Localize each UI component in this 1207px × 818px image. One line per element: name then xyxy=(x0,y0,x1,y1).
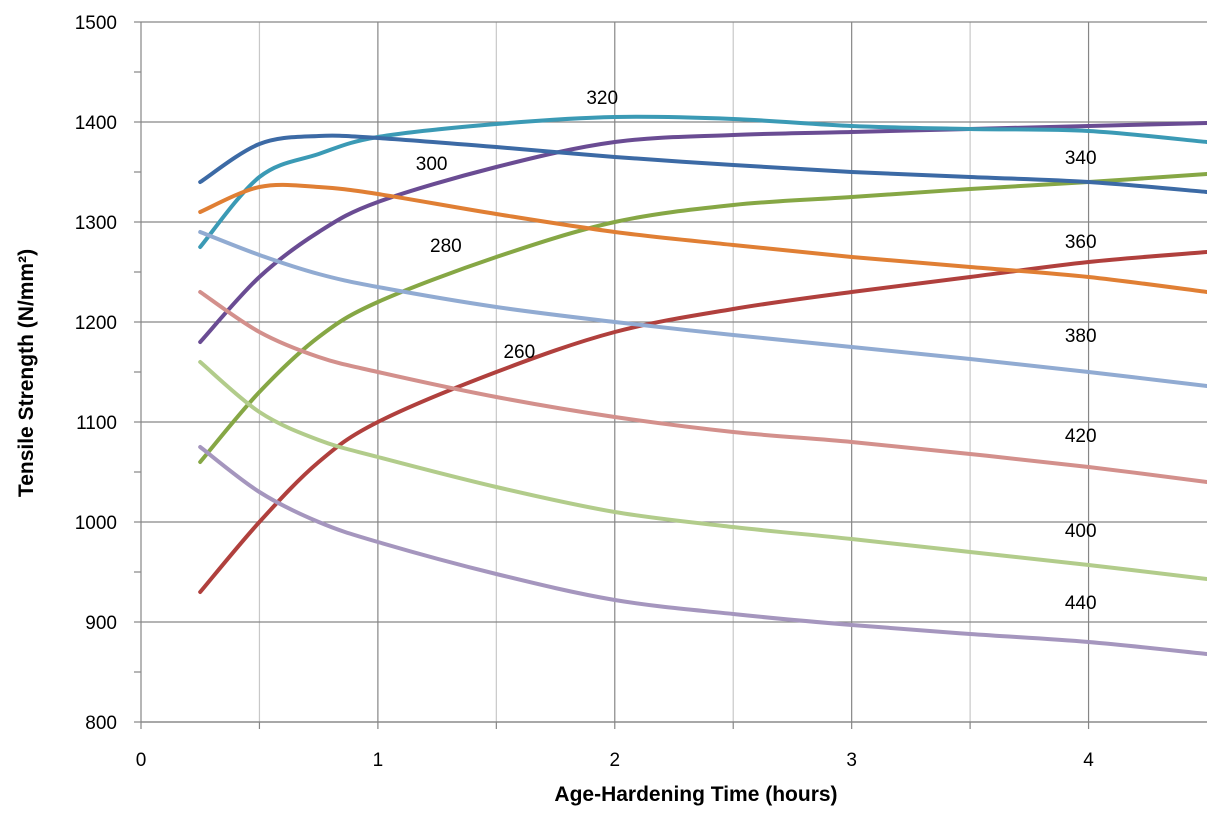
series-label-260: 260 xyxy=(503,342,535,363)
y-axis-title: Tensile Strength (N/mm²) xyxy=(15,249,38,497)
series-label-380: 380 xyxy=(1065,326,1097,347)
x-axis-title: Age-Hardening Time (hours) xyxy=(554,783,837,806)
x-tick-label: 0 xyxy=(136,750,147,771)
series-line-440 xyxy=(198,445,1207,656)
y-tick-label: 900 xyxy=(85,613,117,634)
series-label-360: 360 xyxy=(1065,232,1097,253)
y-tick-label: 1500 xyxy=(75,13,117,34)
series-label-280: 280 xyxy=(430,236,462,257)
series-line-320 xyxy=(198,114,1207,249)
axes xyxy=(134,21,1207,729)
series-label-440: 440 xyxy=(1065,593,1097,614)
x-tick-label: 1 xyxy=(373,750,384,771)
y-tick-label: 1100 xyxy=(76,413,117,434)
series-line-420 xyxy=(198,290,1207,484)
y-tick-label: 800 xyxy=(85,713,117,734)
y-tick-label: 1000 xyxy=(75,513,117,534)
series-line-280 xyxy=(198,172,1207,464)
x-tick-label: 2 xyxy=(609,750,620,771)
tick-labels: 800 900 1000 1100 1200 1300 1400 1500 0 1 2 3 4 xyxy=(75,13,1095,771)
series-label-400: 400 xyxy=(1065,521,1097,542)
series-label-300: 300 xyxy=(416,154,448,175)
series-line-380 xyxy=(198,230,1207,388)
y-tick-label: 1400 xyxy=(75,113,117,134)
y-tick-label: 1300 xyxy=(75,213,117,234)
series-line-300 xyxy=(198,121,1207,344)
series-labels: 260 280 300 320 340 360 380 420 400 440 xyxy=(416,88,1097,614)
series-line-360 xyxy=(198,182,1207,294)
series-lines xyxy=(198,114,1207,656)
y-tick-label: 1200 xyxy=(75,313,117,334)
series-label-320: 320 xyxy=(586,88,618,109)
x-tick-label: 3 xyxy=(846,750,857,771)
series-label-340: 340 xyxy=(1065,148,1097,169)
x-tick-label: 4 xyxy=(1083,750,1094,771)
series-line-340 xyxy=(198,133,1207,194)
series-line-400 xyxy=(198,360,1207,581)
series-label-420: 420 xyxy=(1065,426,1097,447)
